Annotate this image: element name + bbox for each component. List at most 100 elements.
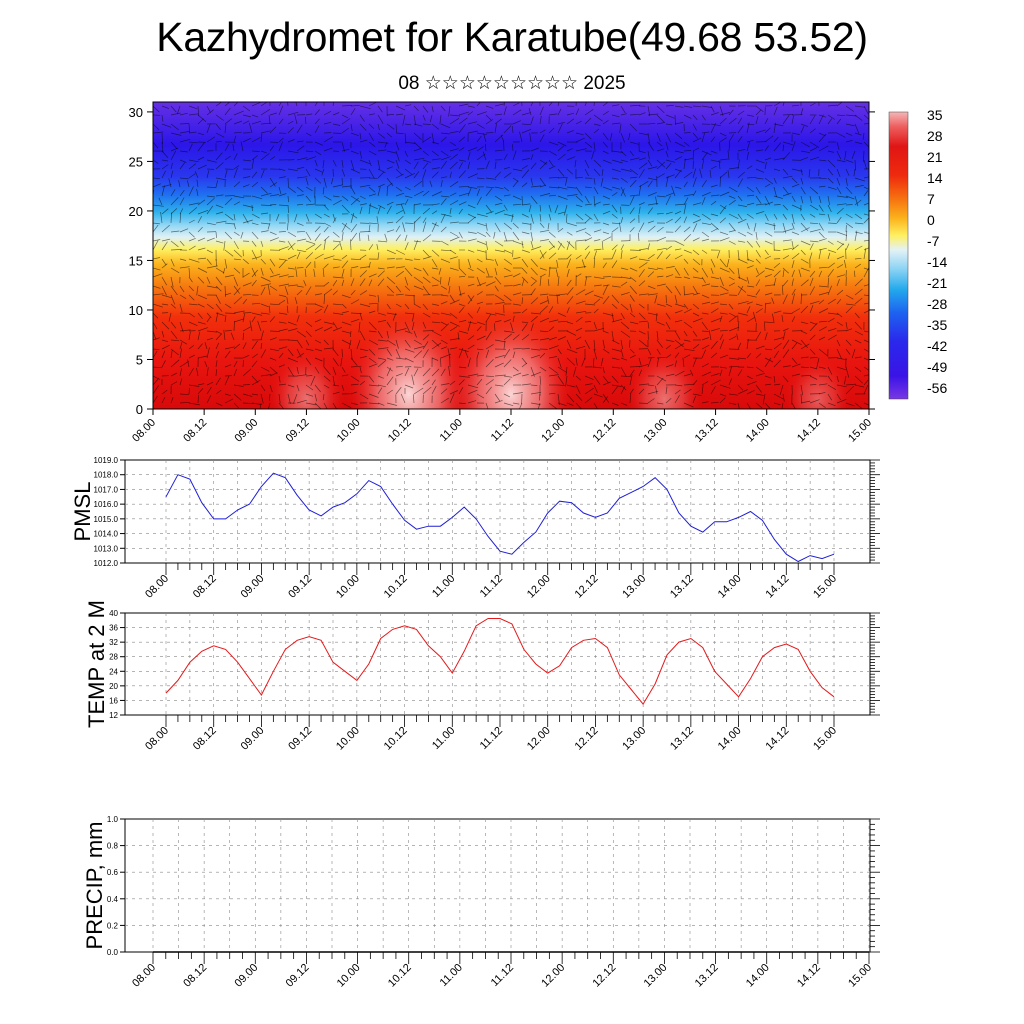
wind-streamline [512,177,519,182]
wind-streamline [448,365,451,377]
wind-streamline [269,237,279,242]
wind-streamline [485,186,495,189]
pmsl-frame [124,459,871,564]
wind-streamline [521,323,528,332]
wind-streamline [863,379,869,386]
wind-streamline [153,366,163,369]
wind-streamline [593,294,604,299]
wind-streamline [728,282,735,287]
wind-streamline [683,330,688,337]
wind-streamline [557,195,568,200]
wind-streamline [323,110,332,116]
wind-streamline [323,347,334,350]
wind-streamline [384,233,388,242]
wind-streamline [692,330,698,337]
wind-streamline [620,402,628,406]
wind-streamline [341,232,344,242]
wind-streamline [431,203,440,206]
wind-streamline [584,195,590,204]
wind-streamline [287,127,294,134]
wind-streamline [467,321,477,325]
wind-streamline [260,374,272,377]
wind-streamline [449,131,459,134]
wind-streamline [755,384,762,393]
wind-streamline [404,222,414,224]
wind-streamline [530,267,538,276]
wind-streamline [296,330,307,338]
wind-streamline [215,267,225,274]
wind-streamline [404,186,411,191]
wind-streamline [674,276,682,278]
wind-streamline [278,393,281,404]
wind-streamline [278,105,284,116]
wind-streamline [593,284,602,287]
wind-streamline [836,393,842,401]
wind-streamline [359,123,367,131]
wind-streamline [476,321,486,326]
wind-streamline [665,294,667,304]
wind-streamline [575,375,582,381]
wind-streamline [392,312,397,321]
wind-streamline [557,336,566,341]
wind-streamline [161,185,165,197]
wind-streamline [503,166,511,170]
wind-streamline [350,299,360,305]
wind-streamline [845,186,853,195]
wind-streamline [179,393,190,396]
y-tick-label: 1019.0 [94,456,119,465]
wind-streamline [565,213,568,223]
wind-streamline [629,393,632,404]
wind-streamline [782,186,790,195]
wind-streamline [404,267,413,277]
wind-streamline [467,151,471,161]
wind-streamline [332,159,337,167]
wind-streamline [764,357,774,363]
wind-streamline [161,159,169,162]
wind-streamline [800,157,809,161]
wind-streamline [251,195,263,200]
wind-streamline [555,269,559,278]
wind-streamline [161,330,165,338]
wind-streamline [773,342,782,350]
wind-streamline [368,203,371,215]
x-tick-label: 13.12 [668,725,696,753]
wind-streamline [521,267,528,274]
wind-streamline [206,170,210,179]
wind-streamline [629,195,635,206]
wind-streamline [773,383,781,386]
wind-streamline [584,321,592,323]
wind-streamline [314,253,324,260]
wind-streamline [431,191,442,197]
wind-streamline [539,249,545,259]
wind-streamline [539,305,548,314]
wind-streamline [836,243,844,251]
wind-streamline [845,243,850,251]
wind-streamline [494,103,505,107]
wind-streamline [692,258,701,266]
wind-streamline [566,241,571,251]
wind-streamline [854,366,862,372]
wind-streamline [431,150,439,157]
wind-streamline [278,294,287,297]
wind-streamline [485,240,488,251]
wind-streamline [863,114,869,120]
wind-streamline [674,114,676,125]
wind-streamline [800,343,810,350]
wind-streamline [575,254,582,260]
wind-streamline [494,113,502,116]
wind-streamline [546,296,550,305]
wind-streamline [674,216,682,224]
wind-streamline [197,294,208,300]
wind-streamline [656,195,666,198]
wind-streamline [422,123,431,125]
wind-streamline [719,171,728,179]
x-tick-label: 11.00 [430,573,457,600]
wind-streamline [179,285,185,293]
wind-streamline [566,348,578,354]
wind-streamline [683,276,690,279]
wind-streamline [224,195,235,197]
wind-streamline [665,123,673,126]
wind-streamline [863,217,869,224]
wind-streamline [161,150,169,159]
wind-streamline [566,112,574,116]
